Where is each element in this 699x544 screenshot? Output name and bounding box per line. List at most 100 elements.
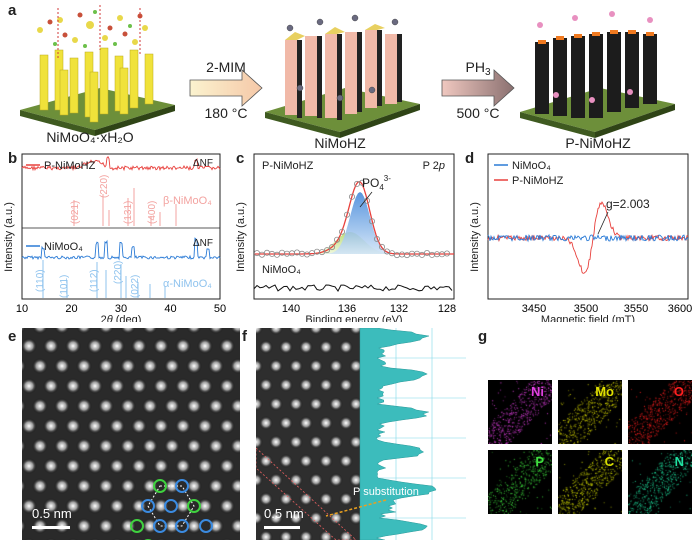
e-atom-column [131,338,147,354]
f-scalebar-label: 0.5 nm [264,506,304,521]
e-atom-column [65,338,81,354]
e-atom-column [22,399,26,413]
c-xticks: 140 136 132 128 [282,303,456,315]
b-bottom-peak-3: (112) [89,269,100,292]
f-atom-column [329,328,343,335]
c-xtick: 128 [438,303,456,315]
f-atom-column [259,416,273,430]
e-atom-column [208,358,224,374]
f-atom-column [279,378,293,392]
step1-reagent: 2-MIM [206,59,246,75]
b-nimoo4-pattern [21,237,221,261]
c-xtick: 136 [338,303,356,315]
f-atom-column [269,511,283,525]
eds-label-n: N [674,454,684,469]
e-atom-column [87,338,103,354]
f-atom-column [279,340,293,354]
c-data-point [423,250,430,257]
e-atom-column [221,538,233,540]
label-p-nimohz: P-NiMoHZ [565,135,631,150]
e-atom-column [109,338,125,354]
f-atom-column [256,435,263,449]
b-bottom-phase: α-NiMoO₄ [163,278,212,290]
e-atom-column [65,418,81,434]
c-sample-bottom: NiMoO₄ [262,264,301,276]
b-ylabel: Intensity (a.u.) [3,202,15,272]
f-atom-column [349,359,363,373]
b-top-peak-4: (400) [147,201,158,224]
step2-condition: 500 °C [457,105,500,121]
e-atom-column [186,358,202,374]
e-atom-column [186,328,202,334]
f-atom-column [299,416,313,430]
b-bottom-legend: NiMoO₄ [44,241,83,253]
b-bottom-peak-2: (101) [59,275,70,298]
c-data-point [253,250,260,257]
e-atom-column [76,478,92,494]
e-atom-column [230,328,240,334]
e-atom-column [109,498,125,514]
e-atom-column [142,518,158,534]
c-data-point [349,193,356,200]
c-data-point [388,250,395,257]
e-atom-column [89,538,101,540]
f-atom-column [339,378,353,392]
f-atom-column [319,492,333,506]
e-overlay-markers [130,479,213,540]
e-atom-column [32,358,48,374]
e-lattice [22,328,240,540]
e-atom-column [32,438,48,454]
f-atom-column [256,397,263,411]
e-atom-column [109,418,125,434]
e-atom-column [164,358,180,374]
step2-reagent: PH3 [465,59,490,78]
c-xlabel: Binding energy (eV) [305,314,402,322]
e-atom-column [76,328,92,334]
f-atom-column [309,473,323,487]
e-atom-column [98,518,114,534]
f-atom-column [279,454,293,468]
b-xtick: 20 [65,303,77,315]
e-atom-column [186,398,202,414]
panel-c-letter: c [236,150,245,167]
e-atom-column [98,398,114,414]
e-atom-column [43,418,59,434]
e-atom-column [230,478,240,494]
e-atom-column [208,518,224,534]
d-p-nimohz-spectrum [487,201,689,274]
e-atom-column [197,418,213,434]
panel-d-epr-chart: Intensity (a.u.) NiMoO₄ P-NiMoHZ g=2.003… [469,153,692,322]
e-atom-column [76,438,92,454]
e-atom-column [87,378,103,394]
d-xticks: 3450 3500 3550 3600 [522,303,692,315]
e-atom-column [197,338,213,354]
e-atom-column [54,478,70,494]
e-atom-column [142,358,158,374]
f-atom-column [309,328,323,335]
b-bottom-sticks [42,260,166,298]
f-atom-column [256,328,263,335]
c-data-point [258,251,265,258]
f-atom-column [339,416,353,430]
e-atom-column [43,458,59,474]
e-atom-column [22,418,37,434]
b-frame [21,153,221,300]
label-nimohz: NiMoHZ [314,135,366,150]
e-atom-column [133,538,145,540]
f-atom-column [259,454,273,468]
panel-e-letter: e [8,328,17,345]
c-data-point [289,250,296,257]
e-atom-column [153,378,169,394]
c-xtick: 140 [282,303,300,315]
e-atom-column [175,458,191,474]
c-nimoo4-spectrum [253,284,453,292]
d-legend-nimoo4: NiMoO₄ [512,160,551,172]
e-atom-column [65,498,81,514]
e-atom-column [87,418,103,434]
e-atom-column [111,538,123,540]
e-atom-column [208,438,224,454]
d-xtick: 3450 [522,303,546,315]
e-atom-column [219,498,235,514]
c-data-point [378,243,385,250]
e-atom-column [98,358,114,374]
